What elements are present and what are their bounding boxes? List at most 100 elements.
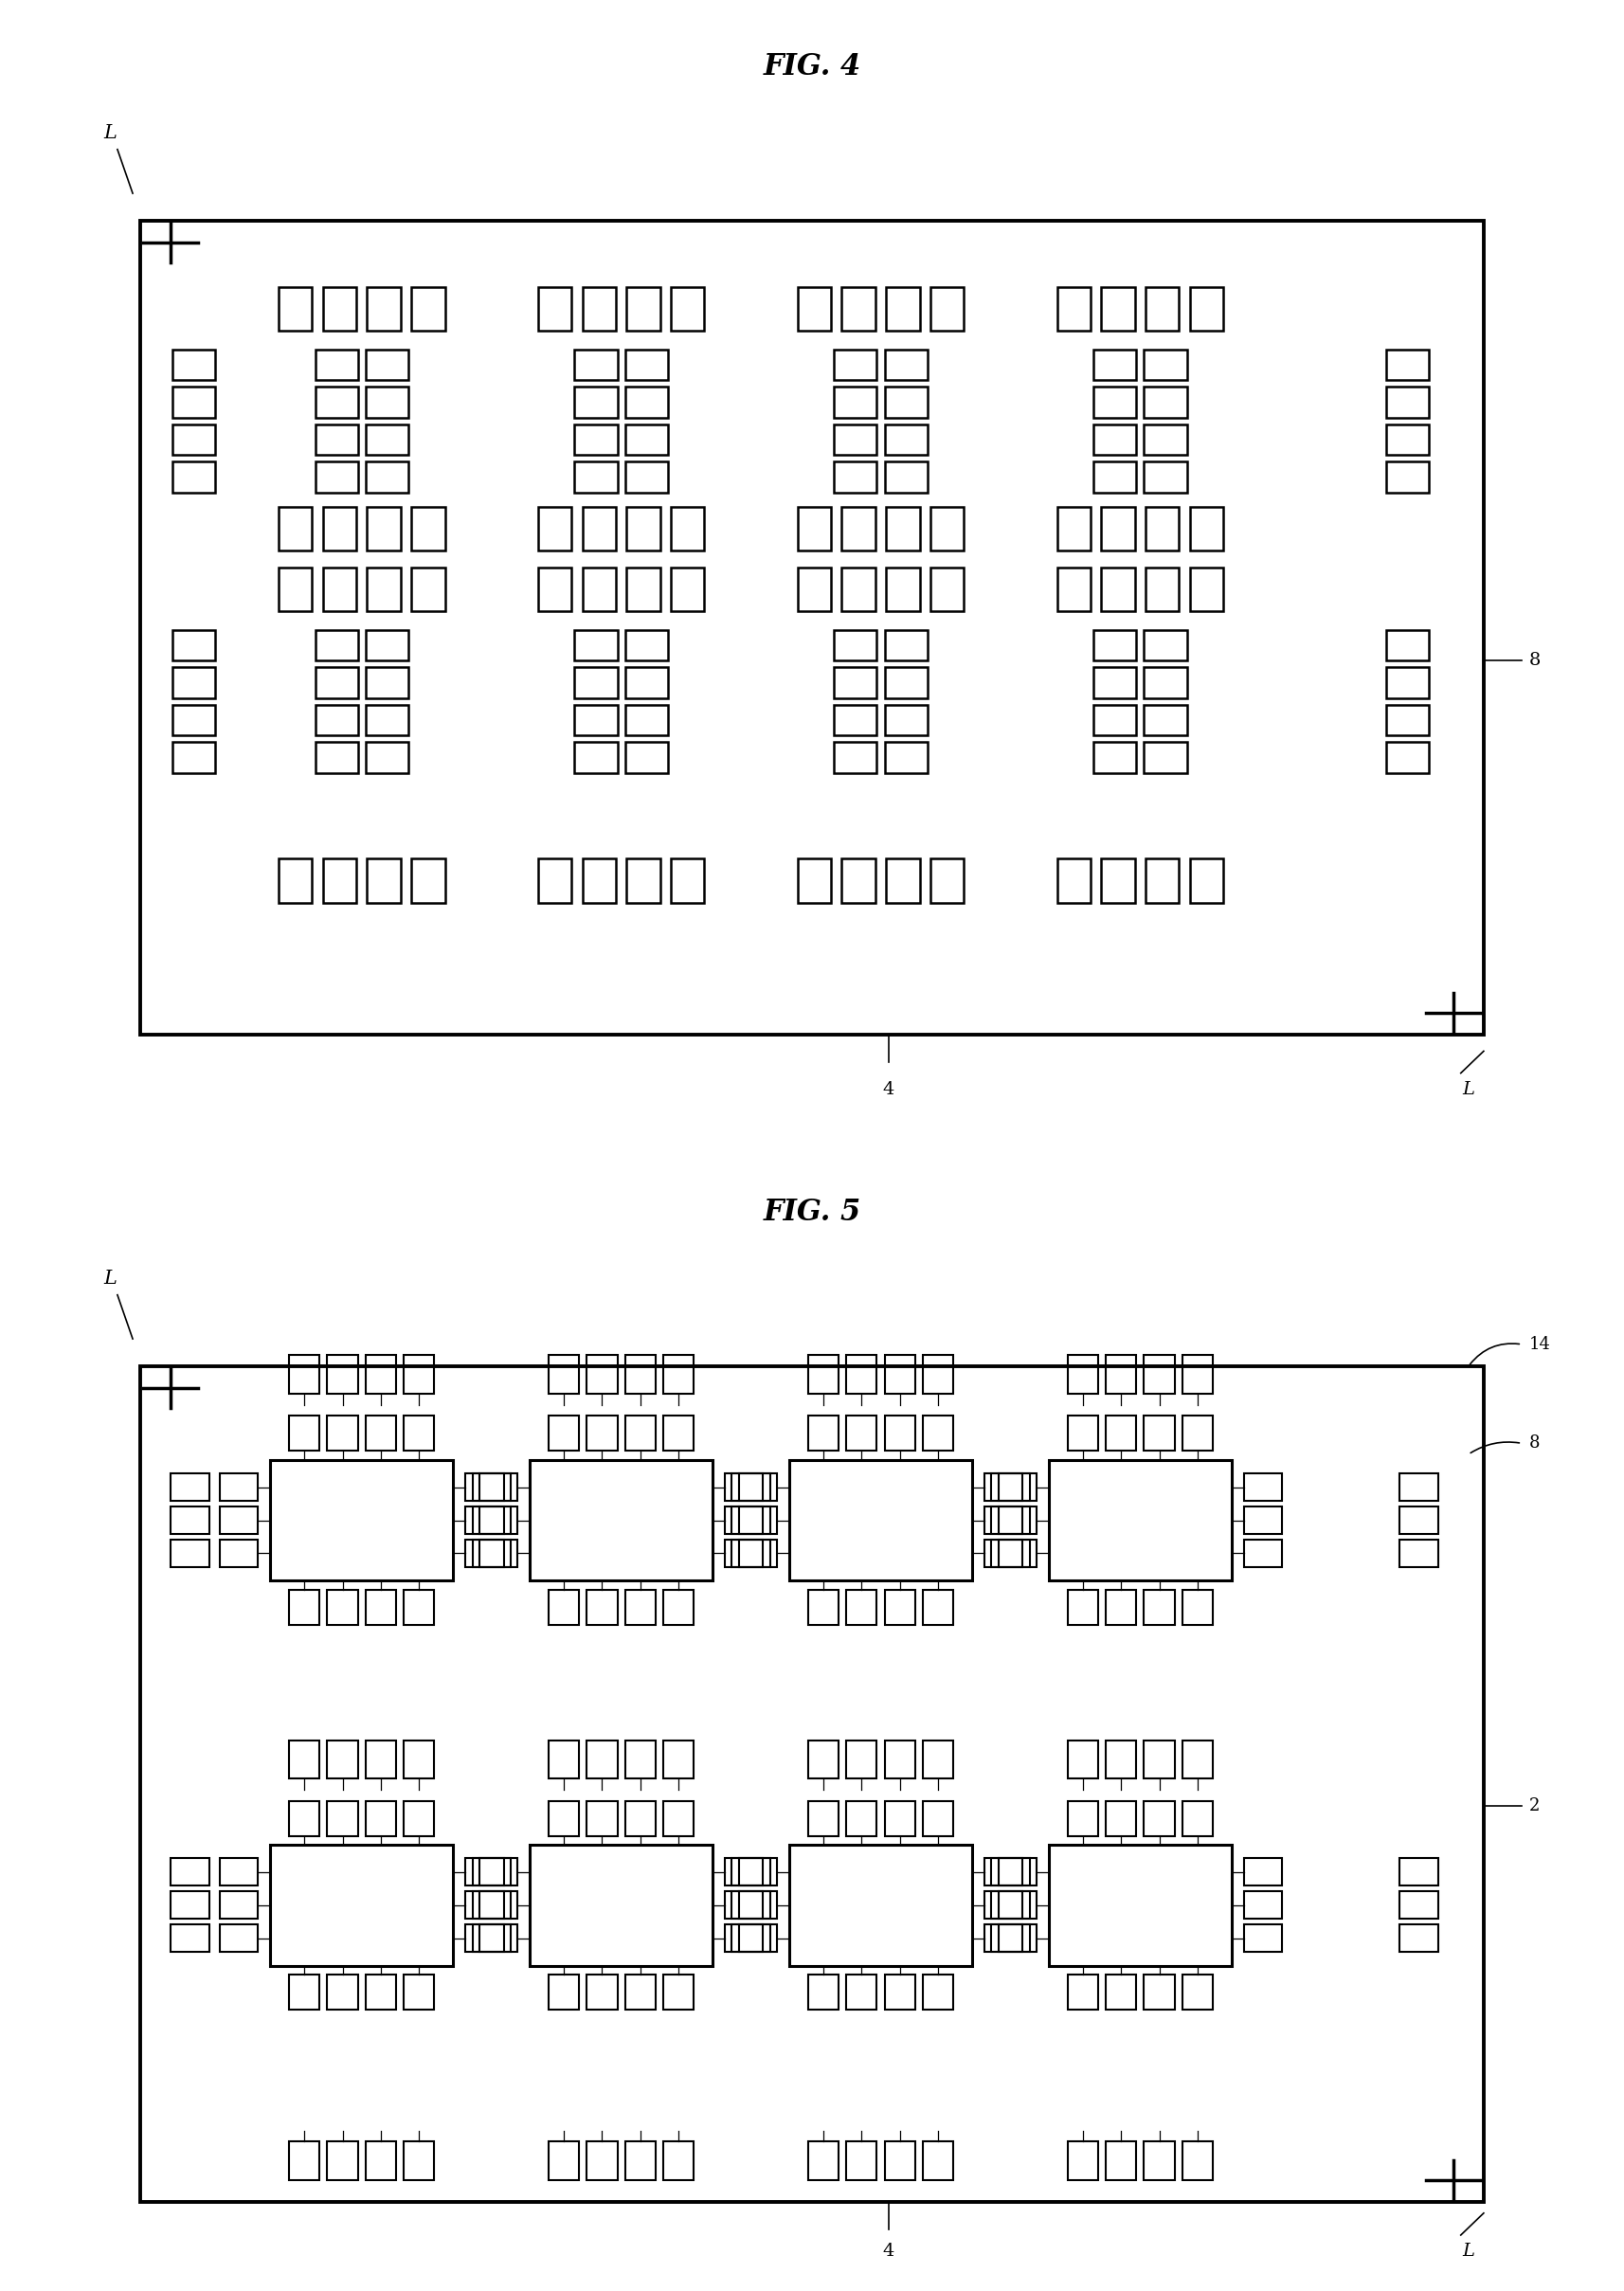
Bar [323,859,356,903]
Bar [270,1844,453,1966]
Bar [885,742,927,772]
Bar [1385,667,1429,699]
Bar [984,1892,1023,1920]
Bar [885,2142,914,2181]
Bar [835,351,877,380]
Bar [1190,859,1223,903]
Bar [1143,667,1187,699]
Bar [1182,2142,1213,2181]
Bar [809,1590,838,1624]
Bar [466,1473,503,1501]
Bar [1067,1975,1098,2009]
Bar [278,286,312,330]
Bar [289,1590,320,1624]
Bar [583,859,615,903]
Bar [809,1356,838,1393]
Bar [171,1540,209,1567]
Bar [1106,1801,1137,1835]
Bar [1400,1858,1437,1885]
Bar [466,1507,503,1535]
Bar [171,1473,209,1501]
Bar [739,1858,776,1885]
Bar [315,706,357,735]
Bar [627,859,659,903]
Bar [625,463,667,493]
Bar [1057,859,1091,903]
Bar [365,1741,396,1778]
Bar [1244,1540,1283,1567]
Bar [1244,1924,1283,1952]
Bar [466,1924,503,1952]
Bar [991,1507,1030,1535]
Bar [846,1416,877,1450]
Text: FIG. 4: FIG. 4 [763,53,861,82]
Bar [323,286,356,330]
Bar [538,506,572,550]
Bar [219,1924,258,1952]
Bar [1057,286,1091,330]
Bar [140,220,1484,1036]
Bar [835,424,877,456]
Bar [172,387,214,417]
Bar [367,506,401,550]
Bar [289,1975,320,2009]
Bar [887,506,919,550]
Bar [586,1801,617,1835]
Bar [575,706,617,735]
Bar [583,286,615,330]
Bar [1182,1741,1213,1778]
Bar [172,706,214,735]
Bar [411,506,445,550]
Bar [1067,1741,1098,1778]
Bar [549,2142,580,2181]
Bar [365,1356,396,1393]
Bar [625,1590,656,1624]
Bar [835,667,877,699]
Bar [625,424,667,456]
Bar [473,1858,510,1885]
Bar [625,1801,656,1835]
Bar [1106,1741,1137,1778]
Bar [991,1540,1030,1567]
Bar [1385,463,1429,493]
Text: 4: 4 [882,1081,895,1097]
Bar [797,568,831,612]
Bar [885,1741,914,1778]
Bar [732,1540,770,1567]
Bar [365,2142,396,2181]
Bar [575,387,617,417]
Bar [922,1356,953,1393]
Bar [1244,1507,1283,1535]
Bar [473,1473,510,1501]
Bar [289,1741,320,1778]
Bar [885,1416,914,1450]
Bar [885,1801,914,1835]
Bar [991,1473,1030,1501]
Bar [724,1507,763,1535]
Bar [1093,463,1137,493]
Bar [885,351,927,380]
Bar [846,1590,877,1624]
Bar [1145,506,1179,550]
Bar [365,1975,396,2009]
Bar [627,568,659,612]
Bar [846,1741,877,1778]
Bar [328,2142,357,2181]
Bar [1067,1590,1098,1624]
Bar [732,1858,770,1885]
Bar [841,286,875,330]
Bar [885,1975,914,2009]
Bar [586,1356,617,1393]
Bar [289,1801,320,1835]
Bar [724,1540,763,1567]
Bar [1093,424,1137,456]
Bar [732,1473,770,1501]
Bar [835,706,877,735]
Bar [529,1844,713,1966]
Bar [724,1924,763,1952]
Bar [1400,1540,1437,1567]
Bar [365,1801,396,1835]
Bar [1182,1416,1213,1450]
Bar [1400,1892,1437,1920]
Bar [1106,1590,1137,1624]
